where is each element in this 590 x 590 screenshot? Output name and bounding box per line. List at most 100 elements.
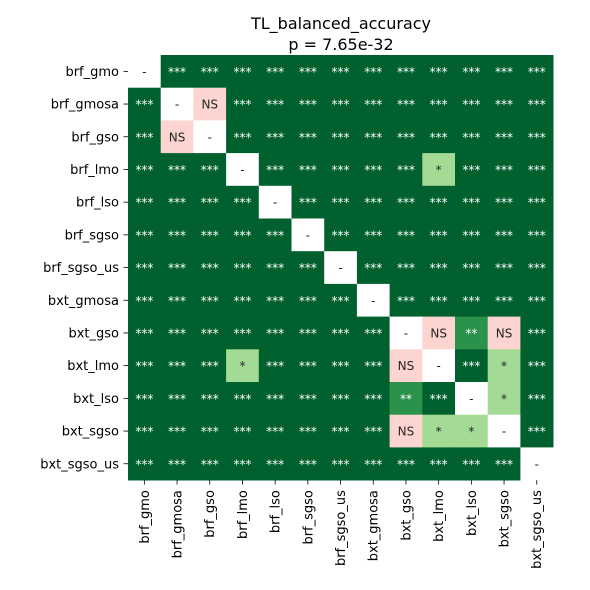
heatmap-cell (356, 185, 390, 219)
cell-label: *** (462, 163, 480, 177)
heatmap-cell (160, 120, 194, 154)
cell-label: *** (299, 457, 317, 471)
heatmap-cell (291, 382, 325, 416)
heatmap-cell (258, 283, 292, 317)
heatmap-cell (291, 251, 325, 285)
heatmap-cell (226, 414, 260, 448)
y-tick-label: bxt_gmosa (48, 294, 119, 309)
heatmap-cell (193, 349, 227, 383)
cell-label: *** (364, 392, 382, 406)
cell-label: *** (364, 359, 382, 373)
cell-label: *** (135, 196, 153, 210)
heatmap-cell (258, 87, 292, 121)
cell-label: *** (266, 425, 284, 439)
heatmap-cell (226, 349, 260, 383)
cell-label: - (502, 425, 506, 439)
cell-label: *** (332, 228, 350, 242)
cell-label: *** (299, 98, 317, 112)
heatmap-cell (356, 218, 390, 252)
cell-label: *** (332, 359, 350, 373)
heatmap-cell (128, 349, 162, 383)
cell-label: *** (364, 196, 382, 210)
heatmap-cell (193, 251, 227, 285)
cell-label: *** (266, 457, 284, 471)
heatmap-cell (520, 382, 554, 416)
cell-label: *** (299, 359, 317, 373)
cell-label: *** (233, 98, 251, 112)
cell-label: - (469, 392, 473, 406)
cell-label: *** (266, 326, 284, 340)
heatmap-cell (291, 185, 325, 219)
heatmap-cell (324, 87, 358, 121)
cell-label: *** (332, 130, 350, 144)
cell-label: *** (397, 98, 415, 112)
cell-label: NS (201, 98, 218, 112)
cell-label: *** (233, 261, 251, 275)
cell-label: *** (135, 425, 153, 439)
cell-label: *** (495, 457, 513, 471)
heatmap-cell (455, 185, 489, 219)
cell-label: *** (528, 326, 546, 340)
cell-label: *** (495, 261, 513, 275)
chart-subtitle: p = 7.65e-32 (288, 35, 393, 54)
cell-label: *** (233, 228, 251, 242)
cell-label: *** (168, 294, 186, 308)
heatmap-cell (520, 414, 554, 448)
heatmap-cell (324, 349, 358, 383)
heatmap-cell (291, 120, 325, 154)
heatmap-cell (487, 382, 521, 416)
cell-label: * (468, 425, 474, 439)
cell-label: *** (135, 392, 153, 406)
cell-label: NS (430, 326, 447, 340)
cell-label: *** (201, 359, 219, 373)
y-tick-label: brf_gso (71, 130, 119, 145)
cell-label: * (501, 392, 507, 406)
heatmap-cell (455, 283, 489, 317)
x-tick-label: brf_sgso (301, 490, 316, 544)
cell-label: *** (462, 196, 480, 210)
heatmap-cell (193, 55, 227, 89)
cell-label: *** (397, 65, 415, 79)
cell-label: *** (430, 98, 448, 112)
heatmap-cell (356, 382, 390, 416)
heatmap-cell (422, 382, 456, 416)
heatmap-cell (193, 218, 227, 252)
cell-label: *** (364, 98, 382, 112)
cell-label: *** (168, 392, 186, 406)
cell-label: - (404, 326, 408, 340)
cell-label: *** (135, 228, 153, 242)
cell-label: *** (233, 457, 251, 471)
x-axis-labels: brf_gmo brf_gmosa brf_gso brf_lmo brf_lso brf… (138, 480, 545, 569)
cell-label: *** (332, 326, 350, 340)
x-tick-label: brf_lso (269, 490, 284, 533)
cell-label: *** (397, 457, 415, 471)
heatmap-cell (487, 316, 521, 350)
cell-label: *** (364, 65, 382, 79)
heatmap-cell (520, 120, 554, 154)
heatmap-cell (160, 87, 194, 121)
heatmap-cell (258, 382, 292, 416)
cell-label: *** (168, 326, 186, 340)
heatmap-cell (356, 414, 390, 448)
heatmap-cell (193, 185, 227, 219)
heatmap-cell (422, 414, 456, 448)
x-tick-label: bxt_lmo (432, 490, 447, 542)
x-tick-label: brf_gmo (138, 490, 153, 544)
heatmap-cell (160, 414, 194, 448)
cell-label: *** (462, 98, 480, 112)
cell-label: *** (266, 359, 284, 373)
heatmap-cell (487, 414, 521, 448)
y-tick-label: brf_sgso_us (43, 261, 119, 276)
heatmap-cell (422, 316, 456, 350)
cell-label: - (535, 457, 539, 471)
heatmap-cell (389, 414, 423, 448)
cell-label: *** (528, 228, 546, 242)
heatmap-cell (128, 185, 162, 219)
heatmap-cell (455, 447, 489, 481)
cell-label: - (371, 294, 375, 308)
heatmap-cell (356, 316, 390, 350)
heatmap-cell (389, 447, 423, 481)
heatmap-cell (258, 349, 292, 383)
heatmap-cell (389, 153, 423, 187)
